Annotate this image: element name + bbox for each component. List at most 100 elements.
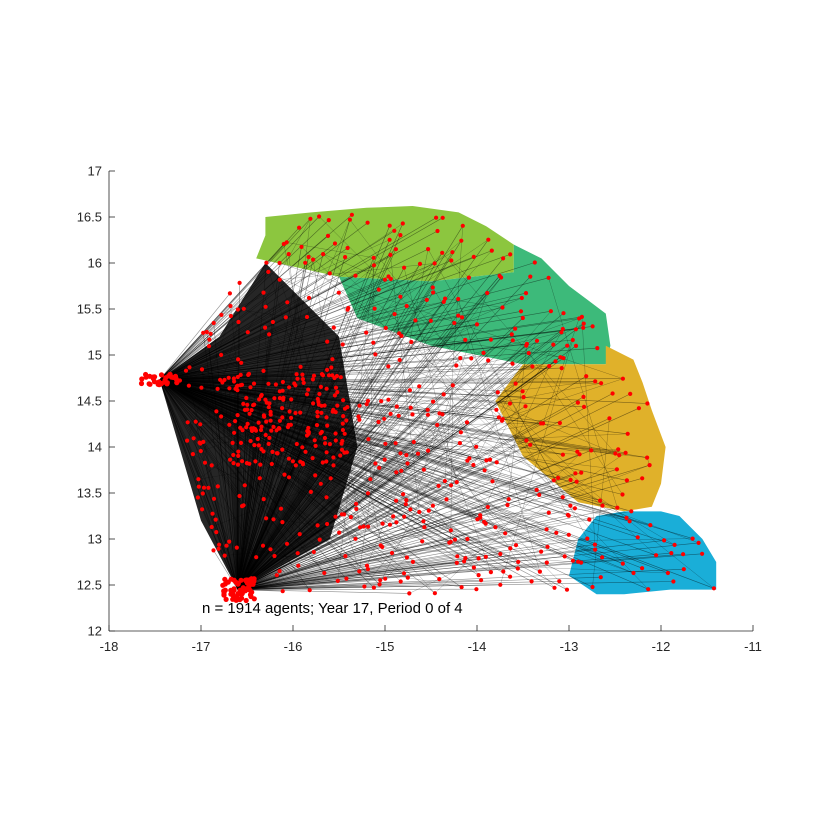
agent-point — [365, 398, 371, 403]
agent-point — [358, 525, 363, 530]
agent-point — [235, 307, 240, 312]
agent-point — [452, 320, 457, 326]
agent-point — [344, 576, 349, 581]
agent-point — [573, 471, 578, 476]
agent-point — [579, 470, 584, 475]
agent-point — [329, 365, 334, 370]
network-edge — [308, 389, 563, 455]
agent-point — [376, 287, 381, 292]
agent-point — [508, 574, 513, 579]
network-edge — [237, 545, 381, 590]
network-edge — [483, 352, 571, 506]
agent-point — [426, 508, 431, 513]
agent-point — [264, 516, 269, 521]
agent-point — [218, 377, 223, 382]
agent-point — [356, 414, 361, 419]
agent-point — [561, 311, 566, 316]
y-tick-label: 12 — [88, 624, 102, 639]
agent-point — [306, 387, 311, 392]
agent-point — [353, 273, 358, 278]
agent-point — [313, 443, 318, 448]
agent-point — [248, 438, 253, 444]
agent-point — [361, 524, 366, 529]
agent-point — [376, 419, 381, 425]
agent-point — [570, 337, 575, 343]
agent-point — [548, 309, 554, 314]
agent-point — [428, 318, 433, 323]
agent-point — [564, 587, 570, 592]
agent-point — [592, 542, 598, 547]
agent-point — [474, 322, 480, 327]
network-edge — [338, 292, 402, 471]
agent-point — [206, 485, 211, 490]
agent-point — [383, 441, 388, 446]
agent-point — [323, 441, 328, 446]
network-edge — [410, 292, 488, 510]
agent-point — [266, 269, 271, 274]
agent-point — [507, 401, 513, 406]
agent-point — [546, 510, 551, 515]
agent-point — [398, 233, 403, 238]
agent-point — [366, 437, 371, 442]
agent-point — [484, 458, 489, 463]
agent-point — [452, 537, 458, 542]
network-edge — [326, 388, 618, 508]
network-edge — [346, 464, 650, 579]
network-edge — [443, 394, 508, 506]
agent-point — [617, 453, 622, 458]
agent-point — [620, 376, 626, 381]
agent-point — [263, 432, 268, 438]
agent-point — [261, 449, 266, 454]
agent-point — [267, 435, 272, 440]
agent-point — [224, 543, 229, 548]
agent-point — [338, 375, 343, 380]
agent-point — [245, 421, 250, 426]
network-edge — [473, 340, 538, 466]
agent-point — [308, 489, 313, 494]
agent-point — [389, 550, 395, 556]
hub-agent-point — [138, 380, 145, 387]
agent-point — [520, 389, 525, 394]
network-edge — [326, 452, 569, 516]
agent-point — [241, 306, 246, 311]
agent-point — [231, 376, 236, 381]
network-edge — [344, 514, 501, 555]
agent-point — [541, 421, 546, 426]
agent-point — [575, 400, 581, 405]
agent-point — [347, 217, 352, 222]
agent-point — [280, 520, 285, 525]
agent-point — [382, 277, 388, 282]
agent-point — [534, 338, 540, 343]
agent-point — [459, 315, 465, 320]
agent-point — [213, 517, 218, 522]
agent-point — [432, 261, 437, 266]
agent-point — [209, 524, 214, 530]
agent-point — [404, 555, 409, 560]
agent-point — [441, 299, 446, 304]
agent-point — [530, 364, 535, 369]
agent-point — [509, 332, 514, 337]
agent-point — [497, 273, 502, 278]
agent-point — [362, 584, 367, 589]
hub-agent-point — [150, 374, 156, 380]
agent-point — [268, 547, 273, 552]
y-tick-label: 12.5 — [77, 578, 102, 593]
agent-point — [458, 356, 463, 361]
agent-point — [261, 497, 266, 502]
agent-point — [227, 422, 232, 427]
agent-point — [500, 417, 505, 422]
network-edge — [159, 309, 239, 381]
network-edge — [237, 440, 527, 590]
x-tick-label: -14 — [468, 639, 487, 654]
network-edge — [237, 478, 643, 590]
agent-point — [579, 314, 585, 319]
network-edge — [335, 387, 548, 547]
network-edge — [318, 216, 576, 474]
agent-point — [322, 570, 327, 576]
agent-point — [620, 561, 625, 566]
agent-point — [342, 512, 347, 517]
agent-point — [635, 535, 640, 540]
agent-point — [196, 484, 201, 489]
agent-point — [198, 448, 203, 454]
agent-point — [404, 303, 409, 309]
